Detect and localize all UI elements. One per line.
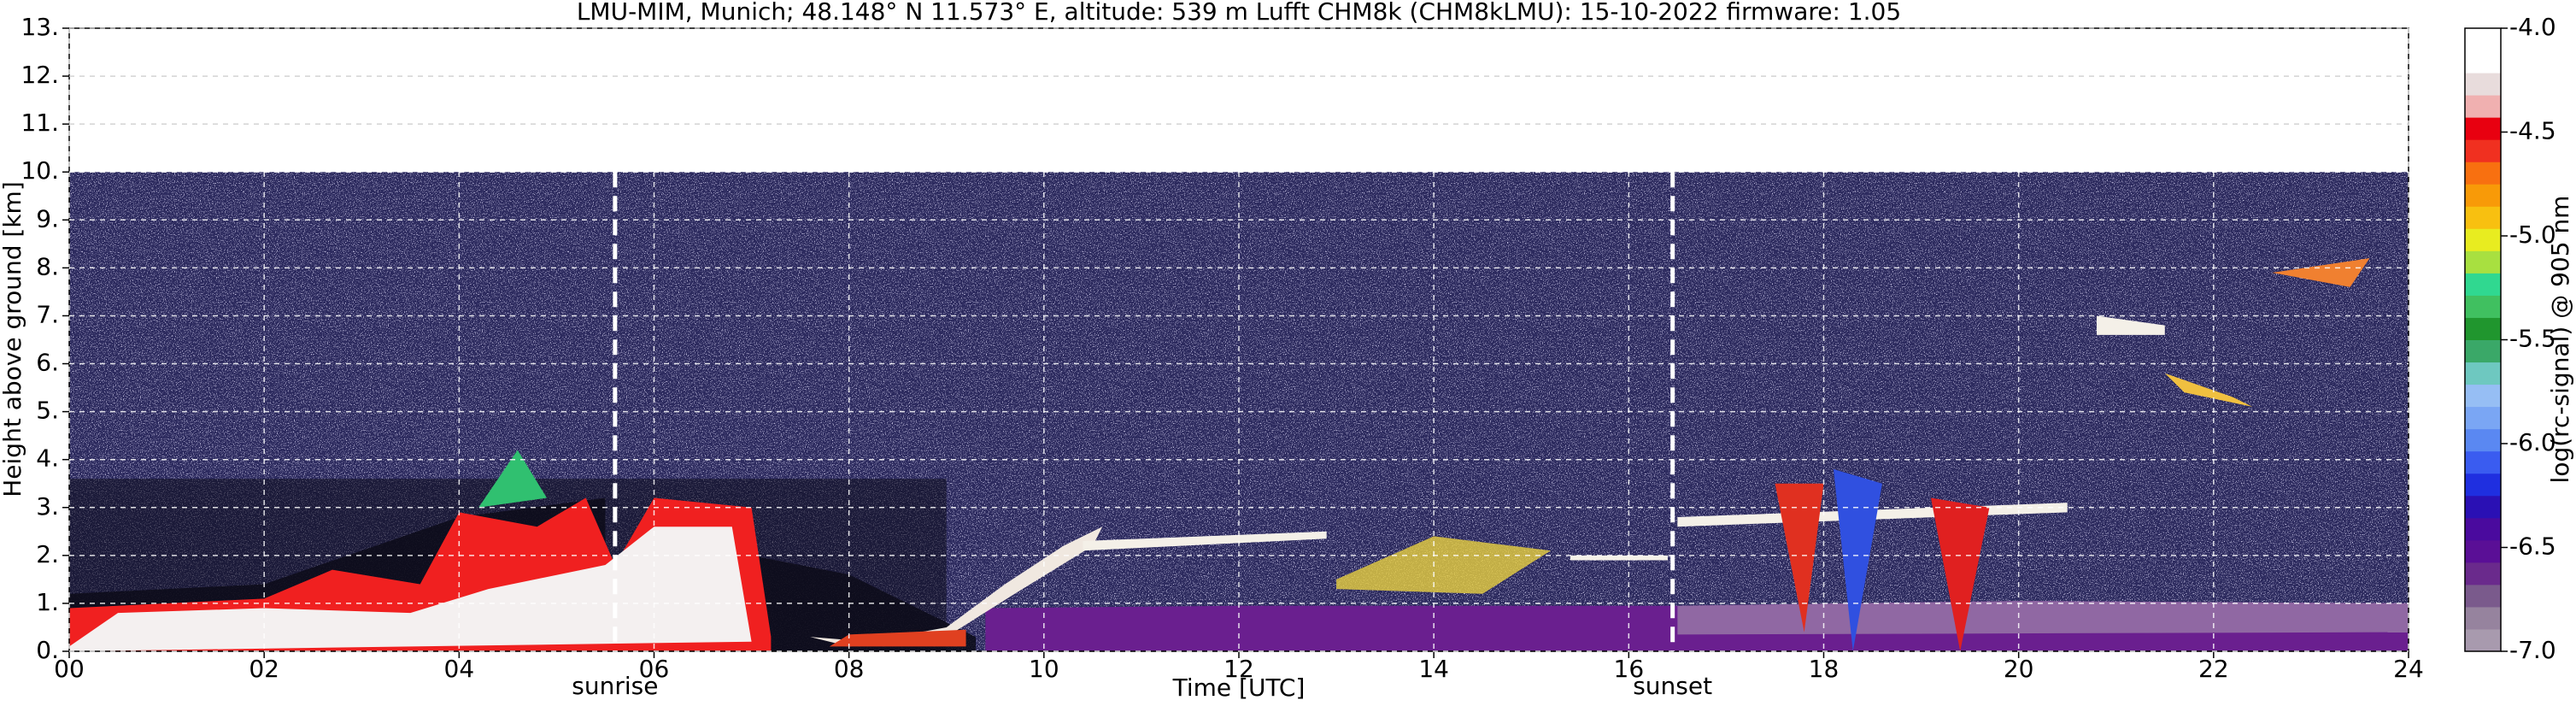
y-tick-label: 9.: [36, 204, 59, 232]
colorbar-tick-label: -5.5: [2509, 325, 2556, 353]
cirrus: [2164, 373, 2253, 408]
rain-streak: [1930, 497, 1990, 651]
colorbar-swatch: [2465, 162, 2501, 185]
colorbar-swatch: [2465, 117, 2501, 140]
y-tick-label: 5.: [36, 397, 59, 425]
y-tick-label: 8.: [36, 252, 59, 280]
x-tick-label: 24: [2393, 655, 2424, 683]
y-tick-label: 13.: [21, 13, 59, 41]
y-tick-label: 6.: [36, 349, 59, 377]
chart-title: LMU-MIM, Munich; 48.148° N 11.573° E, al…: [577, 0, 1901, 26]
colorbar-swatch: [2465, 184, 2501, 207]
y-tick-label: 12.: [21, 61, 59, 89]
x-tick-label: 04: [444, 655, 475, 683]
colorbar-swatch: [2465, 50, 2501, 74]
x-tick-label: 18: [1809, 655, 1840, 683]
y-tick-label: 11.: [21, 109, 59, 137]
low-red: [829, 629, 966, 647]
colorbar-swatch: [2465, 206, 2501, 229]
green-edge: [478, 450, 548, 508]
rain-streak: [1833, 468, 1882, 651]
colorbar-swatch: [2465, 606, 2501, 630]
x-tick-label: 10: [1029, 655, 1059, 683]
x-tick-label: 14: [1418, 655, 1449, 683]
colorbar-swatch: [2465, 450, 2501, 474]
morning-layer: [810, 527, 1103, 647]
colorbar-swatch: [2465, 406, 2501, 430]
x-tick-label: 20: [2004, 655, 2034, 683]
x-tick-label: 02: [249, 655, 279, 683]
colorbar-swatch: [2465, 628, 2501, 652]
rain-streak: [1775, 483, 1824, 632]
annotation-label: sunset: [1633, 672, 1712, 700]
colorbar-swatch: [2465, 28, 2501, 51]
colorbar-swatch: [2465, 428, 2501, 452]
x-tick-label: 08: [834, 655, 865, 683]
colorbar-swatch: [2465, 339, 2501, 363]
colorbar-swatch: [2465, 384, 2501, 408]
colorbar-swatch: [2465, 295, 2501, 318]
aerosol-top: [1677, 601, 2409, 635]
colorbar-swatch: [2465, 250, 2501, 274]
cirrus: [2272, 258, 2370, 287]
colorbar-swatch: [2465, 562, 2501, 585]
x-tick-label: 00: [54, 655, 85, 683]
x-axis-label: Time [UTC]: [1172, 674, 1306, 702]
colorbar-swatch: [2465, 73, 2501, 96]
colorbar-swatch: [2465, 584, 2501, 608]
colorbar-swatch: [2465, 273, 2501, 296]
y-tick-label: 4.: [36, 444, 59, 473]
colorbar-tick-label: -6.0: [2509, 428, 2556, 456]
y-tick-label: 2.: [36, 540, 59, 568]
colorbar-swatch: [2465, 95, 2501, 118]
colorbar-swatch: [2465, 228, 2501, 251]
colorbar-tick-label: -4.0: [2509, 13, 2556, 41]
x-tick-label: 06: [639, 655, 670, 683]
colorbar-swatch: [2465, 139, 2501, 162]
cloud-band: [1083, 531, 1327, 551]
saturated-layer: [69, 527, 752, 651]
colorbar-swatch: [2465, 473, 2501, 497]
colorbar-swatch: [2465, 517, 2501, 541]
colorbar-tick-label: -7.0: [2509, 636, 2556, 664]
colorbar-label: log(rc-signal) @ 905 nm: [2546, 196, 2574, 484]
y-axis-label: Height above ground [km]: [0, 181, 26, 497]
cloud-band: [1570, 555, 1668, 561]
y-tick-label: 10.: [21, 156, 59, 185]
colorbar-tick-label: -5.0: [2509, 221, 2556, 249]
cloud-band: [1336, 536, 1552, 594]
colorbar-swatch: [2465, 317, 2501, 340]
x-tick-label: 22: [2198, 655, 2229, 683]
colorbar-tick-label: -6.5: [2509, 532, 2556, 561]
cirrus: [2096, 315, 2165, 335]
y-tick-label: 3.: [36, 492, 59, 521]
annotation-label: sunrise: [572, 672, 658, 700]
colorbar-swatch: [2465, 539, 2501, 563]
colorbar-tick-label: -4.5: [2509, 117, 2556, 145]
x-tick-label: 12: [1223, 655, 1254, 683]
colorbar-swatch: [2465, 495, 2501, 519]
y-tick-label: 7.: [36, 300, 59, 328]
x-tick-label: 16: [1614, 655, 1645, 683]
colorbar-swatch: [2465, 362, 2501, 385]
y-tick-label: 1.: [36, 588, 59, 616]
y-tick-label: 0.: [36, 636, 59, 664]
